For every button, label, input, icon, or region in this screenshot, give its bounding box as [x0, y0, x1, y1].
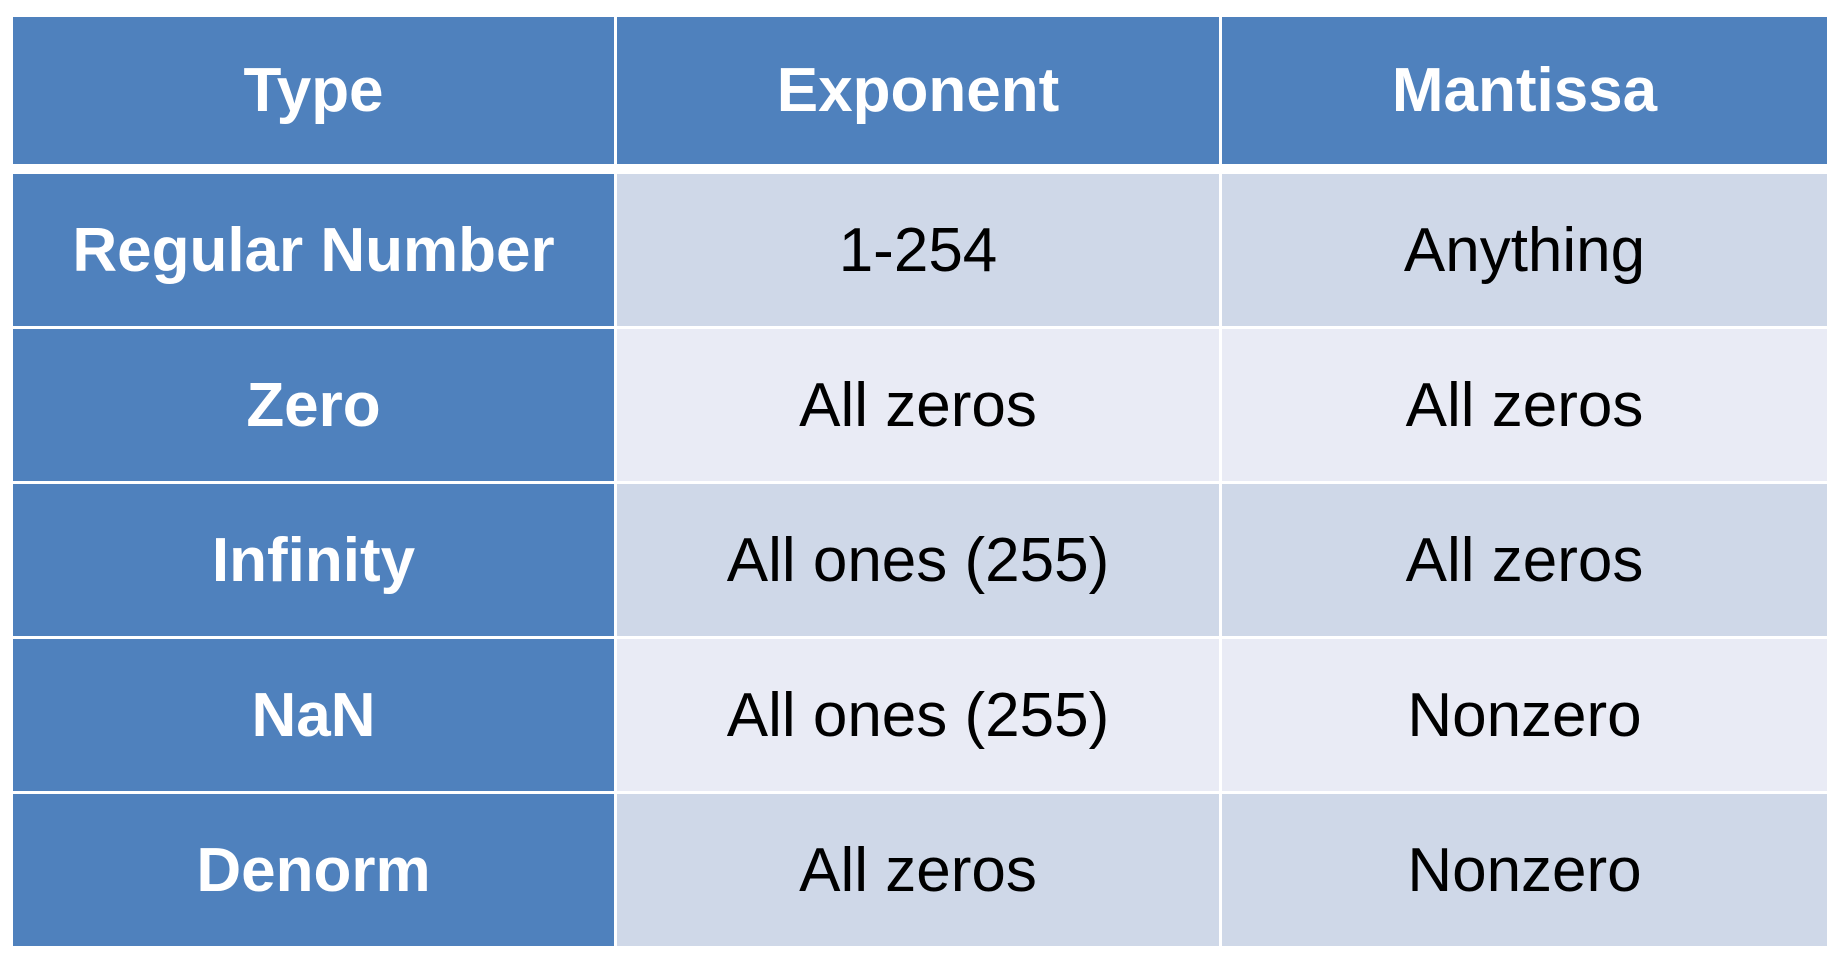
type-cell: NaN	[13, 639, 617, 794]
mantissa-cell: Anything	[1222, 174, 1827, 329]
mantissa-cell: All zeros	[1222, 484, 1827, 639]
type-cell: Regular Number	[13, 174, 617, 329]
header-type: Type	[13, 17, 617, 174]
table-row: Zero All zeros All zeros	[13, 329, 1827, 484]
table-row: Infinity All ones (255) All zeros	[13, 484, 1827, 639]
header-exponent: Exponent	[617, 17, 1222, 174]
type-cell: Infinity	[13, 484, 617, 639]
type-cell: Zero	[13, 329, 617, 484]
exponent-cell: 1-254	[617, 174, 1222, 329]
exponent-cell: All ones (255)	[617, 484, 1222, 639]
table-body: Regular Number 1-254 Anything Zero All z…	[13, 174, 1827, 949]
type-cell: Denorm	[13, 794, 617, 949]
header-row: Type Exponent Mantissa	[13, 17, 1827, 174]
float-type-table: Type Exponent Mantissa Regular Number 1-…	[13, 17, 1827, 949]
table-row: NaN All ones (255) Nonzero	[13, 639, 1827, 794]
mantissa-cell: Nonzero	[1222, 794, 1827, 949]
table-header: Type Exponent Mantissa	[13, 17, 1827, 174]
exponent-cell: All zeros	[617, 794, 1222, 949]
header-mantissa: Mantissa	[1222, 17, 1827, 174]
exponent-cell: All ones (255)	[617, 639, 1222, 794]
table-row: Denorm All zeros Nonzero	[13, 794, 1827, 949]
table-row: Regular Number 1-254 Anything	[13, 174, 1827, 329]
mantissa-cell: All zeros	[1222, 329, 1827, 484]
mantissa-cell: Nonzero	[1222, 639, 1827, 794]
exponent-cell: All zeros	[617, 329, 1222, 484]
